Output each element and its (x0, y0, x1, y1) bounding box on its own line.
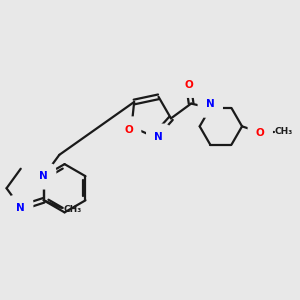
Text: O: O (184, 80, 193, 90)
Text: N: N (206, 100, 214, 110)
Text: N: N (39, 171, 48, 181)
Text: O: O (256, 128, 265, 138)
Text: O: O (124, 125, 133, 135)
Text: N: N (16, 203, 25, 213)
Text: CH₃: CH₃ (275, 128, 293, 136)
Text: N: N (154, 132, 163, 142)
Text: CH₃: CH₃ (64, 205, 82, 214)
